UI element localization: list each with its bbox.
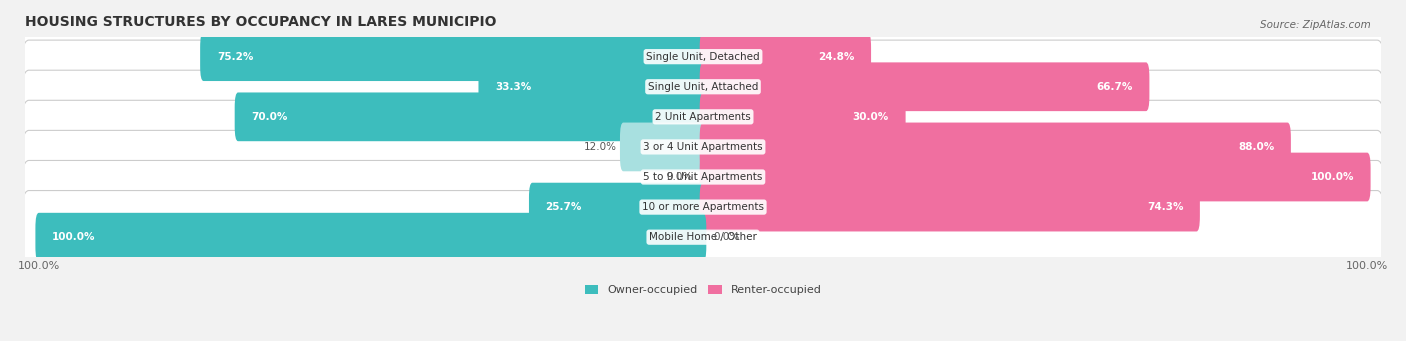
Text: 24.8%: 24.8% [818, 52, 855, 62]
FancyBboxPatch shape [620, 122, 706, 171]
FancyBboxPatch shape [21, 100, 1385, 194]
FancyBboxPatch shape [700, 183, 1199, 232]
Text: 2 Unit Apartments: 2 Unit Apartments [655, 112, 751, 122]
Text: 0.0%: 0.0% [713, 232, 740, 242]
Text: 100.0%: 100.0% [1310, 172, 1354, 182]
Text: 74.3%: 74.3% [1147, 202, 1184, 212]
Text: 3 or 4 Unit Apartments: 3 or 4 Unit Apartments [643, 142, 763, 152]
FancyBboxPatch shape [700, 62, 1149, 111]
FancyBboxPatch shape [21, 130, 1385, 224]
Text: 100.0%: 100.0% [52, 232, 96, 242]
FancyBboxPatch shape [21, 10, 1385, 103]
FancyBboxPatch shape [478, 62, 706, 111]
Text: 5 to 9 Unit Apartments: 5 to 9 Unit Apartments [644, 172, 762, 182]
Text: 66.7%: 66.7% [1097, 82, 1133, 92]
FancyBboxPatch shape [235, 92, 706, 141]
Text: 70.0%: 70.0% [252, 112, 288, 122]
Text: 0.0%: 0.0% [666, 172, 693, 182]
Text: HOUSING STRUCTURES BY OCCUPANCY IN LARES MUNICIPIO: HOUSING STRUCTURES BY OCCUPANCY IN LARES… [25, 15, 496, 29]
FancyBboxPatch shape [21, 161, 1385, 254]
FancyBboxPatch shape [21, 70, 1385, 163]
FancyBboxPatch shape [700, 32, 872, 81]
Text: 30.0%: 30.0% [853, 112, 889, 122]
Text: 88.0%: 88.0% [1239, 142, 1274, 152]
FancyBboxPatch shape [700, 153, 1371, 202]
FancyBboxPatch shape [700, 122, 1291, 171]
Text: Mobile Home / Other: Mobile Home / Other [650, 232, 756, 242]
FancyBboxPatch shape [21, 40, 1385, 133]
FancyBboxPatch shape [529, 183, 706, 232]
FancyBboxPatch shape [200, 32, 706, 81]
Text: Single Unit, Attached: Single Unit, Attached [648, 82, 758, 92]
Text: 10 or more Apartments: 10 or more Apartments [643, 202, 763, 212]
Text: 12.0%: 12.0% [583, 142, 617, 152]
Legend: Owner-occupied, Renter-occupied: Owner-occupied, Renter-occupied [581, 280, 825, 299]
Text: 33.3%: 33.3% [495, 82, 531, 92]
FancyBboxPatch shape [700, 92, 905, 141]
Text: 25.7%: 25.7% [546, 202, 582, 212]
Text: 75.2%: 75.2% [217, 52, 253, 62]
Text: Single Unit, Detached: Single Unit, Detached [647, 52, 759, 62]
FancyBboxPatch shape [21, 191, 1385, 284]
Text: Source: ZipAtlas.com: Source: ZipAtlas.com [1260, 20, 1371, 30]
FancyBboxPatch shape [35, 213, 706, 262]
